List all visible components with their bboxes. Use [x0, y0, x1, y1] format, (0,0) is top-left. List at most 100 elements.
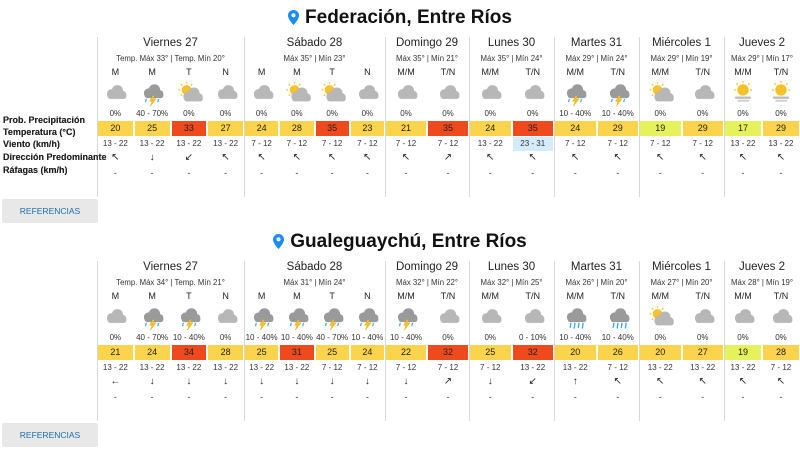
cloudy-weather-icon — [517, 305, 549, 331]
gust-value: - — [365, 392, 369, 402]
gust-value: - — [295, 392, 299, 402]
time-slot: M 40 - 70% 25 13 - 22 ↓ - — [134, 37, 171, 197]
temperature-cell: 29 — [682, 121, 723, 136]
wind-direction-arrow-icon: ↖ — [656, 376, 665, 387]
cloudy-weather-icon — [99, 305, 131, 331]
period-label: T/N — [695, 291, 711, 301]
period-label: T/N — [440, 291, 456, 301]
period-label: M/M — [566, 67, 585, 77]
wind-direction-arrow-icon: ↓ — [259, 376, 265, 387]
gust-value: - — [365, 168, 369, 178]
city-name: Gualeguaychú, Entre Ríos — [290, 231, 527, 252]
precip-probability: 0% — [696, 333, 709, 342]
row-label-dir: Dirección Predominante — [3, 152, 107, 162]
gust-value: - — [150, 392, 154, 402]
day-column: Domingo 29 Máx 35° | Mín 21° M/M 0% 21 7 - 12… — [385, 37, 469, 197]
period-label: M/M — [734, 67, 752, 77]
precip-probability: 10 - 40% — [559, 333, 592, 342]
temperature-cell: 21 — [386, 121, 426, 136]
gust-value: - — [224, 392, 228, 402]
wind-speed: 7 - 12 — [437, 363, 459, 372]
period-label: M — [111, 291, 120, 301]
period-label: M — [257, 67, 266, 77]
precip-probability: 0% — [400, 109, 412, 118]
temperature-cell: 26 — [597, 345, 638, 360]
precip-probability: 0% — [775, 333, 787, 342]
location-pin-icon — [288, 9, 300, 31]
cloudy-weather-icon — [517, 81, 549, 107]
rain-weather-icon — [559, 305, 591, 331]
wind-direction-arrow-icon: ↖ — [698, 152, 707, 163]
sunny-weather-icon — [765, 81, 797, 107]
time-slot: M/M 10 - 40% 24 7 - 12 ↖ - — [554, 37, 597, 197]
precip-probability: 40 - 70% — [316, 333, 349, 342]
gust-value: - — [330, 168, 334, 178]
time-slot: M/M 0% 21 7 - 12 ↖ - — [385, 37, 427, 197]
precip-probability: 10 - 40% — [172, 333, 205, 342]
referencias-button[interactable]: REFERENCIAS — [2, 199, 98, 223]
row-label-dir: Dirección Predominante — [3, 152, 107, 162]
temperature-cell: 20 — [555, 345, 596, 360]
gust-value: - — [113, 168, 117, 178]
time-slot: T/N 0% 29 13 - 22 ↖ - — [762, 37, 800, 197]
day-temp-range: Máx 32° | Mín 25° — [480, 278, 543, 287]
wind-direction-arrow-icon: ↖ — [698, 376, 707, 387]
period-label: T/N — [525, 291, 541, 301]
gust-value: - — [404, 392, 408, 402]
wind-speed: 7 - 12 — [321, 139, 343, 148]
wind-speed: 23 - 31 — [512, 137, 553, 151]
temperature-cell: 27 — [208, 121, 243, 136]
precip-probability: 0% — [526, 109, 539, 118]
temperature-cell: 17 — [725, 121, 761, 136]
wind-speed: 7 - 12 — [395, 363, 417, 372]
period-label: T/N — [773, 291, 789, 301]
temperature-cell: 28 — [280, 121, 314, 136]
wind-speed: 13 - 22 — [213, 363, 239, 372]
wind-speed: 7 - 12 — [357, 139, 378, 148]
referencias-button[interactable]: REFERENCIAS — [2, 423, 98, 447]
period-label: N — [222, 67, 229, 77]
day-separator — [554, 37, 555, 197]
partly-sunny-weather-icon — [316, 81, 348, 107]
gust-value: - — [404, 168, 408, 178]
storm-weather-icon — [136, 81, 168, 107]
day-name: Sábado 28 — [286, 37, 343, 49]
wind-direction-arrow-icon: ↑ — [572, 376, 578, 387]
wind-speed: 7 - 12 — [565, 139, 586, 148]
time-slot: M/M 0% 19 7 - 12 ↖ - — [639, 37, 682, 197]
day-separator — [469, 261, 470, 421]
day-name: Lunes 30 — [487, 37, 536, 49]
time-slot: T/N 0% 29 7 - 12 ↖ - — [682, 37, 725, 197]
day-name: Miércoles 1 — [652, 261, 711, 273]
gust-value: - — [741, 392, 745, 402]
day-name: Viernes 27 — [143, 261, 198, 273]
sunny-weather-icon — [727, 81, 759, 107]
gust-value: - — [260, 392, 264, 402]
period-label: N — [364, 291, 371, 301]
time-slot: T 10 - 40% 34 13 - 22 ↓ - — [171, 261, 208, 421]
time-slot: M 40 - 70% 24 13 - 22 ↓ - — [134, 261, 171, 421]
temperature-cell: 35 — [512, 121, 553, 136]
day-name: Sábado 28 — [286, 261, 343, 273]
precip-probability: 10 - 40% — [601, 333, 634, 342]
storm-weather-icon — [316, 305, 348, 331]
wind-speed: 13 - 22 — [213, 139, 239, 148]
wind-speed: 13 - 22 — [102, 139, 128, 148]
time-slot: M/M 0% 25 7 - 12 ↓ - — [469, 261, 512, 421]
day-column: Sábado 28 Máx 35° | Mín 23° M 0% 24 7 - 12 ↖ - M… — [244, 37, 385, 197]
day-separator — [639, 261, 640, 421]
day-separator — [385, 37, 386, 197]
gust-value: - — [150, 168, 154, 178]
day-name: Jueves 2 — [738, 261, 786, 273]
precip-probability: 10 - 40% — [389, 333, 423, 342]
time-slot: T/N 0% 35 7 - 12 ↗ - — [427, 37, 469, 197]
day-temp-range: Máx 35° | Mín 23° — [283, 54, 346, 63]
wind-direction-arrow-icon: ↖ — [571, 152, 580, 163]
precip-probability: 0% — [737, 333, 749, 342]
day-column: Sábado 28 Máx 31° | Mín 24° M 10 - 40% 25 13 … — [244, 261, 385, 421]
precip-probability: 40 - 70% — [136, 109, 169, 118]
wind-speed: 13 - 22 — [520, 363, 546, 372]
period-label: T — [329, 67, 335, 77]
temperature-cell: 34 — [171, 345, 207, 360]
cloudy-weather-icon — [432, 305, 464, 331]
